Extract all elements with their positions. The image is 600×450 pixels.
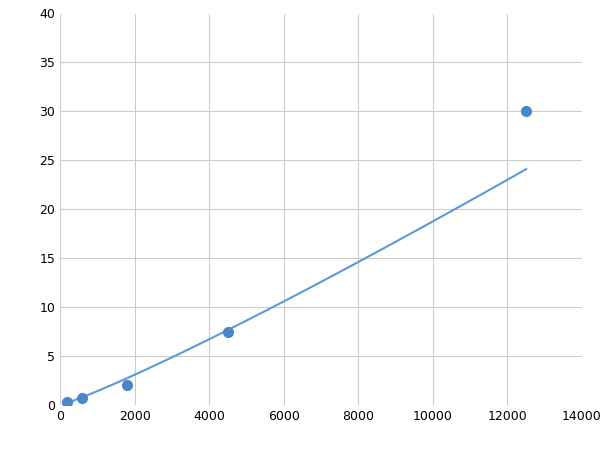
Point bbox=[223, 328, 233, 335]
Point bbox=[77, 395, 87, 402]
Point bbox=[521, 108, 531, 115]
Point bbox=[62, 398, 72, 405]
Point bbox=[122, 382, 132, 389]
